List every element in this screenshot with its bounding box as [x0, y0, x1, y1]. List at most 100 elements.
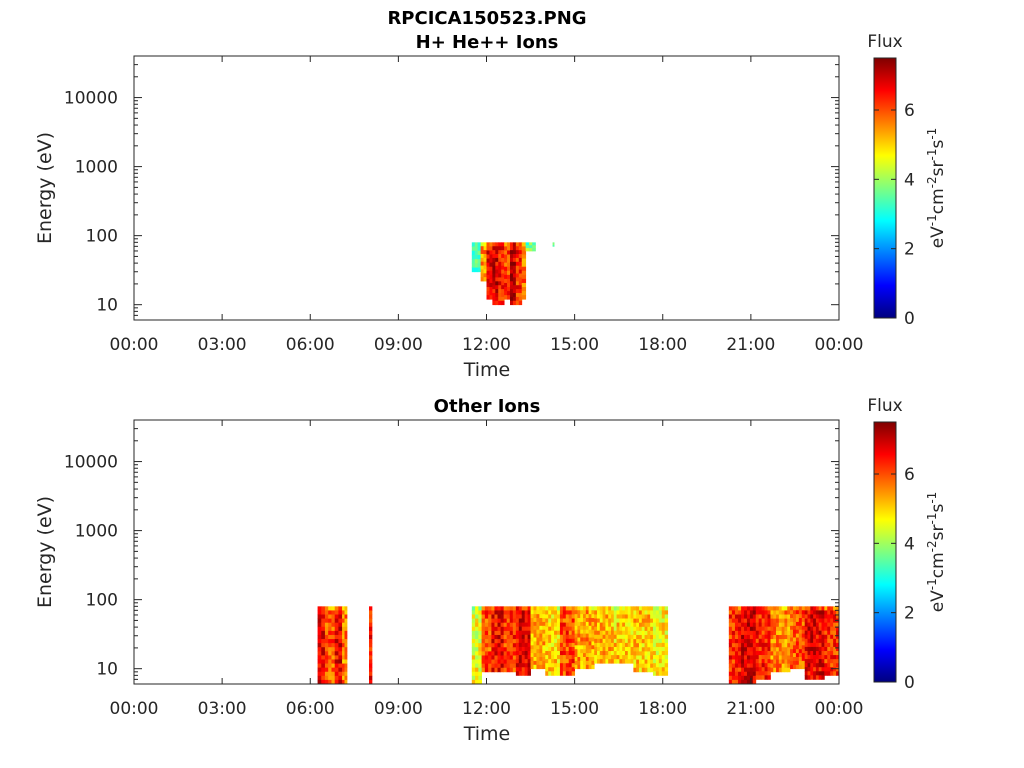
flux-cell — [507, 242, 511, 247]
flux-cell — [773, 618, 777, 624]
flux-cell — [597, 634, 601, 640]
flux-cell — [795, 660, 800, 666]
flux-cell — [787, 647, 791, 652]
flux-cell — [500, 606, 505, 611]
flux-cell — [559, 626, 564, 632]
flux-cell — [594, 642, 598, 648]
flux-cell — [613, 610, 617, 615]
flux-cell — [746, 679, 751, 685]
flux-cell — [321, 675, 326, 681]
flux-cell — [545, 638, 549, 644]
flux-cell — [478, 675, 482, 681]
flux-cell — [568, 667, 573, 672]
flux-cell — [655, 671, 660, 676]
flux-cell — [530, 641, 534, 646]
flux-cell — [744, 647, 748, 652]
flux-cell — [813, 630, 817, 636]
flux-cell — [767, 671, 771, 676]
flux-cell — [810, 614, 814, 619]
flux-cell — [491, 651, 495, 656]
flux-cell — [633, 667, 637, 673]
flux-cell — [512, 246, 517, 251]
flux-cell — [836, 655, 840, 660]
flux-cell — [506, 622, 511, 628]
flux-cell — [773, 663, 777, 669]
flux-cell — [650, 614, 654, 620]
flux-cell — [338, 659, 343, 664]
flux-cell — [551, 622, 555, 628]
flux-cell — [500, 614, 505, 620]
flux-cell — [790, 664, 794, 670]
flux-cell — [500, 651, 505, 656]
flux-cell — [504, 274, 508, 280]
flux-cell — [574, 653, 578, 658]
flux-cell — [577, 641, 581, 646]
flux-cell — [764, 622, 768, 628]
flux-cell — [492, 246, 496, 251]
flux-cell — [608, 626, 612, 632]
flux-cell — [658, 663, 663, 668]
flux-cell — [749, 634, 754, 640]
flux-cell — [344, 626, 348, 632]
flux-cell — [324, 667, 329, 673]
flux-cell — [483, 277, 487, 282]
flux-cell — [813, 655, 817, 660]
flux-cell — [836, 667, 840, 672]
flux-cell — [483, 257, 487, 263]
flux-cell — [524, 634, 529, 640]
flux-cell — [551, 638, 555, 644]
flux-cell — [610, 646, 615, 652]
flux-cell — [471, 259, 476, 264]
flux-cell — [746, 622, 751, 628]
flux-cell — [501, 277, 505, 282]
flux-cell — [488, 614, 492, 620]
flux-cell — [492, 250, 496, 255]
flux-cell — [369, 671, 373, 677]
flux-cell — [610, 622, 615, 628]
flux-cell — [481, 651, 486, 656]
flux-cell — [752, 630, 757, 636]
flux-cell — [638, 643, 643, 648]
flux-cell — [557, 618, 561, 623]
flux-cell — [478, 614, 482, 619]
flux-cell — [577, 633, 581, 638]
flux-cell — [583, 618, 587, 623]
flux-cell — [317, 647, 322, 652]
flux-cell — [565, 634, 570, 640]
flux-cell — [830, 606, 834, 611]
flux-cell — [624, 659, 629, 664]
flux-cell — [489, 295, 493, 300]
flux-cell — [471, 610, 476, 615]
flux-cell — [317, 663, 322, 669]
flux-cell — [583, 633, 587, 638]
flux-cell — [334, 614, 339, 619]
flux-cell — [577, 645, 581, 650]
flux-cell — [481, 618, 486, 624]
flux-cell — [512, 281, 517, 286]
flux-cell — [610, 655, 615, 660]
flux-cell — [562, 655, 567, 660]
flux-cell — [515, 642, 520, 648]
flux-cell — [583, 660, 587, 666]
flux-cell — [344, 675, 348, 681]
flux-cell — [630, 626, 634, 632]
flux-cell — [746, 643, 751, 648]
flux-cell — [638, 610, 643, 615]
flux-cell — [647, 626, 651, 632]
flux-cell — [652, 663, 657, 668]
flux-cell — [821, 663, 825, 668]
flux-cell — [475, 679, 479, 685]
flux-cell — [334, 667, 339, 673]
flux-cell — [738, 655, 742, 660]
flux-cell — [815, 659, 820, 664]
flux-cell — [644, 655, 648, 660]
flux-cell — [478, 634, 482, 640]
flux-cell — [749, 606, 754, 611]
flux-cell — [613, 630, 617, 636]
flux-cell — [770, 606, 774, 611]
flux-cell — [650, 634, 654, 640]
flux-cell — [527, 614, 531, 619]
flux-cell — [767, 638, 771, 644]
flux-cell — [818, 671, 822, 676]
